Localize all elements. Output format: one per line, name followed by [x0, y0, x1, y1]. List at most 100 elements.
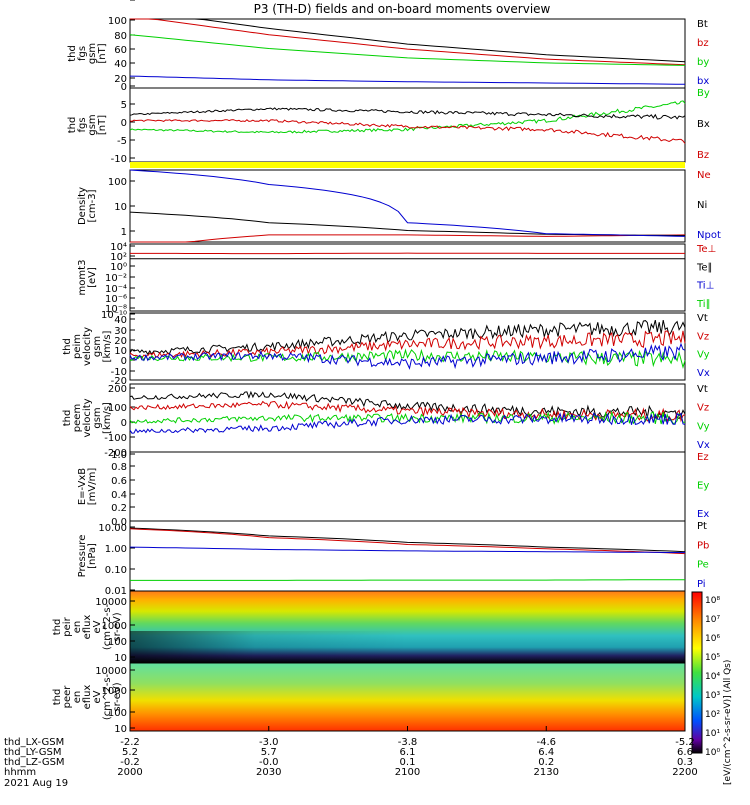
y-tick-label: 10⁻²: [105, 273, 127, 284]
series-by: [129, 34, 686, 66]
colorbar-ticks: 10⁸ 10⁷ 10⁶ 10⁵ 10⁴ 10³ 10² 10¹ 10⁰: [705, 596, 720, 758]
legend-Pe: Pe: [697, 560, 709, 571]
y-axis-label: en: [72, 621, 83, 634]
panel-p1: 100 80 60 40 200 thd fgs gsm [nT] Bt bz by bx: [67, 16, 709, 93]
legend-Bt: Bt: [697, 19, 708, 30]
x-tick-lx: -3.0: [259, 737, 279, 748]
y-axis-label: [eV]: [87, 267, 98, 288]
y-tick-label: 10000: [95, 597, 127, 608]
y-axis-label: [km/s]: [102, 330, 113, 362]
y-tick-label: -10: [111, 367, 127, 378]
y-tick-label: 0.10: [105, 565, 127, 576]
panel-p9: 10000 1000 100 10 thd peir en eflux eV (cm^2-s-sr…: [52, 590, 686, 664]
x-row-label: thd_LZ-GSM: [4, 757, 65, 768]
y-tick-label: 10.00: [98, 523, 127, 534]
y-axis-label: [km/s]: [102, 402, 113, 434]
panel-frame: [129, 451, 686, 522]
legend-Pb: Pb: [697, 540, 709, 551]
y-axis-label: E=-VxB: [77, 468, 88, 505]
y-tick-label: 0.2: [111, 503, 127, 514]
x-tick-ly: 6.6: [677, 747, 693, 758]
y-tick-label: 10: [114, 724, 127, 735]
panel-frame: [129, 18, 686, 89]
y-tick-label: 10: [114, 202, 127, 213]
y-axis-label: [nPa]: [87, 543, 98, 569]
y-tick-label: 1: [121, 227, 127, 238]
colorbar-tick-label: 10⁷: [705, 615, 720, 625]
y-tick-label: 100: [108, 637, 127, 648]
y-tick-label: 0.8: [111, 462, 127, 473]
y-axis-label: eflux: [82, 615, 93, 640]
y-axis-label: gsm: [87, 114, 98, 135]
series-Ne: [130, 234, 686, 243]
y-axis-label: Density: [77, 187, 88, 225]
x-tick-lx: -2.2: [120, 737, 140, 748]
y-tick-label: 40: [114, 59, 127, 70]
colorbar-tick-label: 10³: [705, 691, 720, 701]
x-tick-lz: -0.0: [259, 757, 279, 768]
series-Vt: [129, 319, 686, 356]
series-bz: [130, 18, 686, 66]
x-tick-ly: 6.1: [400, 747, 416, 758]
y-axis-label: thd: [67, 45, 78, 62]
x-tick-lx: -3.8: [398, 737, 418, 748]
y-axis-label: peem: [72, 404, 83, 432]
y-axis-label: [nT]: [97, 115, 108, 135]
y-axis-label: thd: [52, 689, 63, 706]
legend-Vt: Vt: [697, 384, 708, 395]
y-tick-label: 60: [114, 45, 127, 56]
series-Bx: [129, 107, 686, 120]
y-tick-label: 0: [121, 118, 127, 129]
series-Bz: [129, 119, 686, 144]
electron-spectrogram: [130, 663, 685, 731]
x-tick-ly: 5.2: [122, 747, 138, 758]
series-Bt: [130, 18, 686, 63]
x-tick-hhmm: 2200: [672, 767, 697, 778]
series-Ni: [129, 211, 686, 237]
y-axis-label: Pressure: [77, 535, 88, 578]
y-tick-label: 0: [121, 356, 127, 367]
y-tick-label: 10⁻⁸: [105, 304, 127, 315]
legend-Ti∥: Ti∥: [696, 299, 711, 310]
legend-Ez: Ez: [697, 452, 709, 463]
x-tick-hhmm: 2030: [256, 767, 281, 778]
y-axis-label: velocity: [82, 398, 93, 437]
series-Vt: [129, 390, 686, 420]
y-tick-label: 10000: [95, 666, 127, 677]
colorbar-tick-label: 10⁰: [705, 748, 720, 758]
panel-frame: [129, 87, 686, 163]
panel-frame: [129, 243, 686, 312]
y-axis-label: velocity: [82, 327, 93, 366]
legend-Vx: Vx: [697, 440, 710, 451]
colorbar-tick-label: 10⁶: [705, 634, 720, 644]
y-tick-label: 20: [114, 74, 127, 85]
y-tick-label: 0: [121, 418, 127, 429]
series-bx: [129, 75, 685, 85]
y-tick-label: 10: [114, 653, 127, 664]
series-Vy: [129, 410, 686, 425]
y-axis-label: fgs: [77, 46, 88, 61]
y-tick-label: 0: [121, 82, 127, 93]
legend-Te∥: Te∥: [696, 262, 713, 273]
y-axis-label: gsm: [92, 336, 103, 357]
y-axis-label: sr-eV): [112, 682, 123, 711]
y-axis-label: thd: [67, 117, 78, 134]
x-tick-lz: -0.2: [120, 757, 140, 768]
legend-Vz: Vz: [697, 403, 709, 414]
series-Pe: [130, 579, 685, 581]
legend-By: By: [697, 88, 710, 99]
y-tick-label: -5: [117, 136, 127, 147]
chart-title: P3 (TH-D) fields and on-board moments ov…: [254, 2, 551, 16]
series-Pb: [129, 528, 686, 555]
panel-p6: 200 100 0 -100 -200 thd peem velocity gsm [km/s] V…: [62, 383, 710, 459]
colorbar-tick-label: 10⁴: [705, 672, 720, 682]
y-tick-label: 200: [108, 384, 127, 395]
y-axis-label: en: [72, 691, 83, 704]
x-tick-lz: 0.3: [677, 757, 693, 768]
x-tick-hhmm: 2100: [395, 767, 420, 778]
y-tick-label: 30: [114, 326, 127, 337]
